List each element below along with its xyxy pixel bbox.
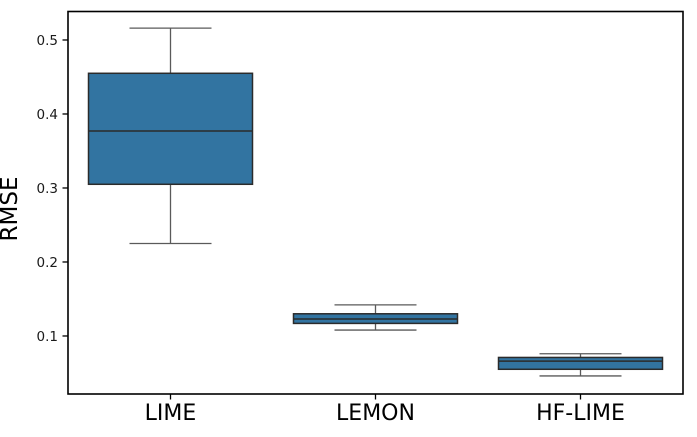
y-axis-title: RMSE (0, 177, 23, 242)
box-lime (87, 72, 254, 186)
y-tick-label: 0.4 (37, 107, 58, 123)
y-axis: 0.1 0.2 0.3 0.4 0.5 (37, 33, 68, 345)
box-series (87, 72, 664, 371)
plot-border-spines (67, 10, 684, 395)
x-tick-label-hf-lime: HF-LIME (536, 401, 625, 426)
box-hf-lime (497, 356, 664, 371)
x-axis: LIME LEMON HF-LIME (145, 394, 625, 426)
y-tick-label: 0.2 (37, 255, 58, 271)
y-tick-label: 0.5 (37, 33, 58, 49)
x-tick-label-lime: LIME (145, 401, 197, 426)
y-tick-label: 0.3 (37, 181, 58, 197)
x-tick-label-lemon: LEMON (336, 401, 415, 426)
y-tick-label: 0.1 (37, 329, 58, 345)
plot-area (68, 11, 683, 394)
whiskers-layer (129, 27, 622, 377)
